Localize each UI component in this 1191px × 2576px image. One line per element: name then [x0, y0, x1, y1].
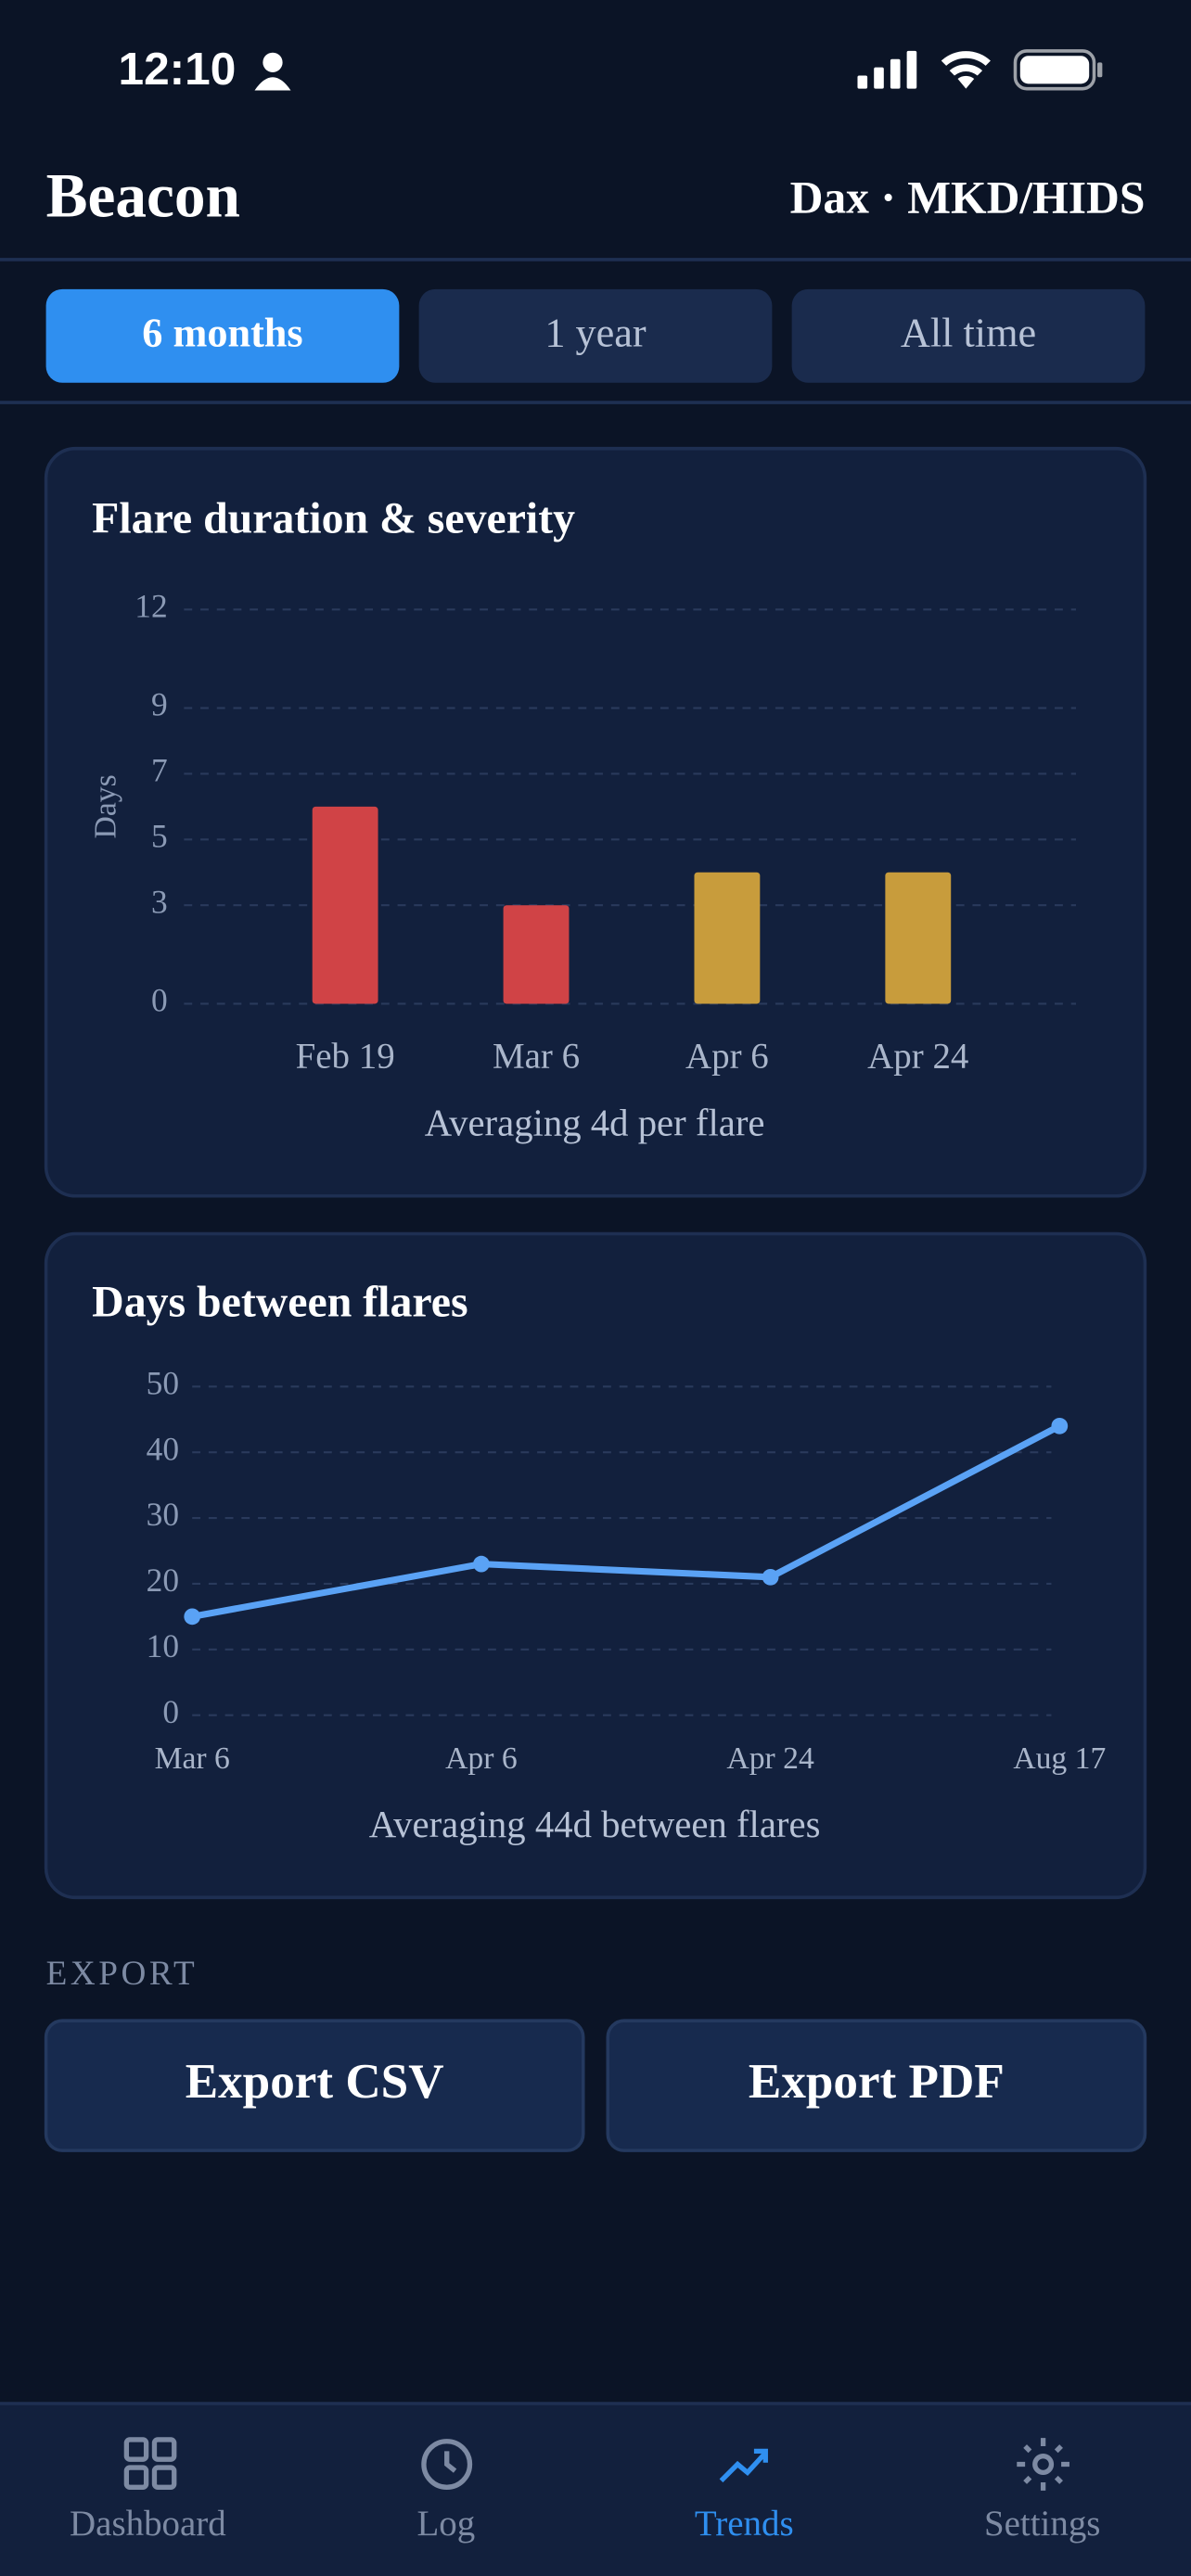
x-tick-label: Mar 6	[155, 1741, 230, 1776]
bar	[312, 806, 378, 1004]
range-tab-label[interactable]: 1 year	[544, 310, 647, 355]
card	[44, 1231, 1147, 1900]
y-tick-label: 0	[151, 982, 168, 1019]
y-tick-label: 12	[134, 587, 167, 624]
bar	[503, 905, 570, 1004]
x-tick-label: Feb 19	[296, 1037, 395, 1077]
y-tick-label: 5	[151, 817, 168, 854]
nav-icons	[123, 2437, 1069, 2491]
nav-label[interactable]: Trends	[695, 2504, 794, 2544]
x-tick-label: Aug 17	[1013, 1741, 1106, 1776]
tab-bar	[0, 2403, 1191, 2576]
bar	[885, 872, 952, 1004]
x-tick-label: Apr 6	[445, 1741, 518, 1776]
x-tick-label: Apr 24	[867, 1037, 968, 1077]
range-tab[interactable]	[45, 288, 400, 383]
y-tick-label: 9	[151, 686, 168, 723]
section-heading: EXPORT	[46, 1955, 198, 1993]
chart-title: Flare duration & severity	[92, 493, 575, 542]
point	[762, 1568, 779, 1586]
export-button-label[interactable]: Export PDF	[749, 2055, 1005, 2109]
range-tab-label[interactable]: All time	[901, 310, 1036, 355]
range-tab[interactable]	[418, 288, 773, 383]
x-tick-label: Apr 24	[726, 1741, 814, 1776]
status-icons	[254, 49, 1103, 91]
point	[184, 1608, 201, 1626]
y-tick-label: 10	[147, 1627, 179, 1664]
y-axis-label: Days	[89, 774, 123, 838]
bar	[694, 872, 761, 1004]
y-tick-label: 40	[147, 1430, 179, 1467]
nav-label[interactable]: Settings	[984, 2504, 1101, 2544]
export-button[interactable]	[44, 2019, 585, 2152]
y-tick-label: 20	[147, 1562, 179, 1599]
export-button[interactable]	[606, 2019, 1147, 2152]
y-tick-label: 3	[151, 883, 168, 920]
point	[473, 1555, 490, 1573]
profile[interactable]: Dax · MKD/HIDS	[790, 172, 1146, 223]
x-tick-label: Apr 6	[685, 1037, 769, 1077]
point	[1051, 1417, 1069, 1435]
export-button-label[interactable]: Export CSV	[186, 2055, 444, 2109]
y-tick-label: 50	[147, 1364, 179, 1401]
y-tick-label: 7	[151, 752, 168, 789]
y-tick-label: 0	[162, 1693, 179, 1730]
chart-note: Averaging 44d between flares	[369, 1804, 821, 1845]
nav-label[interactable]: Log	[416, 2504, 475, 2544]
app-title: Beacon	[46, 160, 240, 230]
chart-note: Averaging 4d per flare	[425, 1103, 765, 1144]
range-tab[interactable]	[791, 288, 1146, 383]
line	[191, 1422, 1061, 1620]
clock: 12:10	[119, 43, 237, 95]
chart-title: Days between flares	[92, 1277, 467, 1326]
x-tick-label: Mar 6	[493, 1037, 580, 1077]
card	[44, 446, 1147, 1198]
nav-label[interactable]: Dashboard	[70, 2504, 226, 2544]
range-tab-label[interactable]: 6 months	[142, 310, 302, 355]
y-tick-label: 30	[147, 1496, 179, 1533]
